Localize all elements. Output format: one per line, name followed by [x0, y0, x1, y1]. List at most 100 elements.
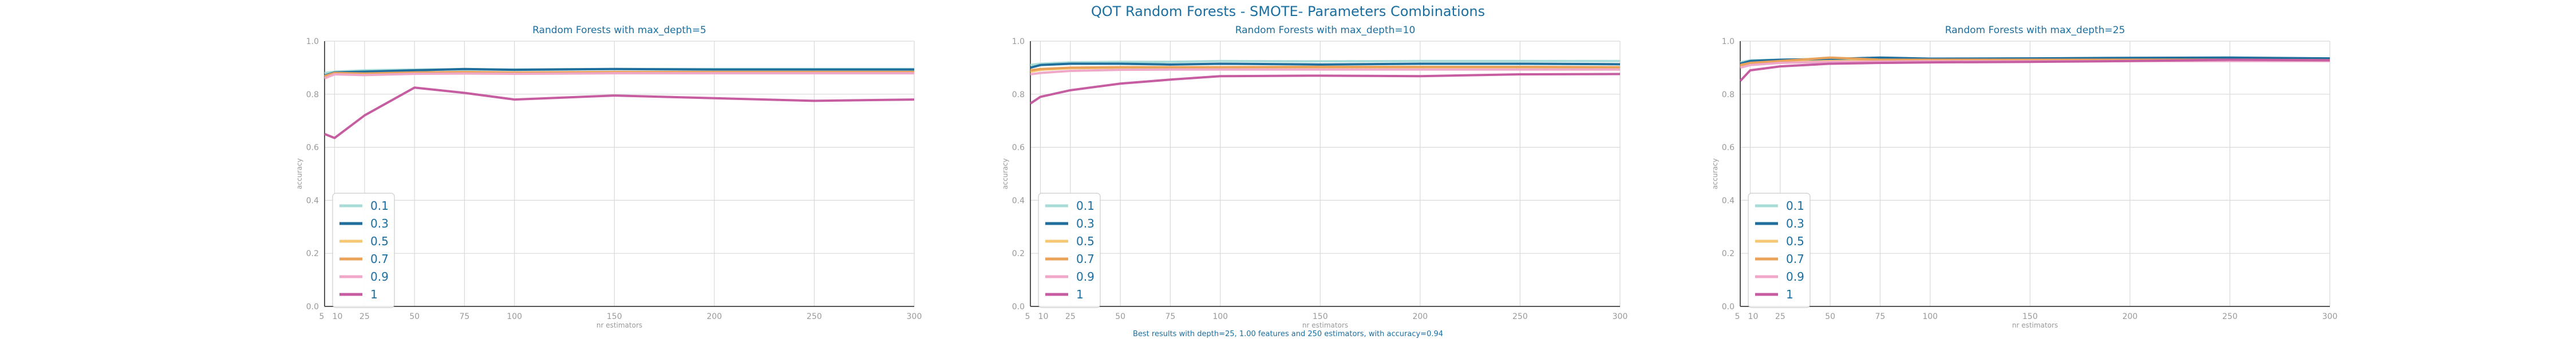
- legend-label: 1: [370, 288, 378, 301]
- legend: 0.1 0.3 0.5 0.7 0.9 1: [1038, 193, 1101, 308]
- series-line-0.9: [1030, 68, 1620, 75]
- legend-label: 1: [1076, 288, 1084, 301]
- legend-label: 0.7: [1076, 252, 1095, 266]
- legend-box: [1748, 193, 1811, 308]
- x-tick-label: 50: [409, 312, 420, 321]
- x-tick-label: 25: [1065, 312, 1076, 321]
- x-tick-label: 5: [319, 312, 325, 321]
- x-axis-label: nr estimators: [2012, 321, 2058, 329]
- legend-label: 0.9: [1786, 270, 1804, 284]
- series-line-0.7: [324, 70, 914, 78]
- grid: [1740, 41, 2330, 307]
- legend-label: 0.7: [370, 252, 389, 266]
- y-tick-label: 1.0: [1012, 37, 1025, 46]
- series-line-0.3: [1030, 62, 1621, 69]
- y-axis-label: accuracy: [1001, 158, 1009, 189]
- x-axis-label: nr estimators: [1302, 321, 1348, 329]
- x-tick-label: 200: [1412, 312, 1428, 321]
- legend-label: 0.1: [1076, 199, 1095, 213]
- y-tick-label: 0.8: [1012, 90, 1025, 99]
- subplot-2: 0.0 0.2 0.4 0.6 0.8 1.0 5 10 25 50 75 100 150 200 250 3…: [1001, 25, 1627, 329]
- series-line-0.1: [1030, 59, 1620, 66]
- series-line-0.3: [1740, 56, 2330, 65]
- grid: [1030, 41, 1621, 307]
- y-tick-label: 0.8: [306, 90, 319, 99]
- legend-box: [332, 193, 395, 308]
- x-tick-label: 150: [2022, 312, 2038, 321]
- series-lines: [1739, 56, 2330, 82]
- x-tick-label: 300: [1613, 312, 1628, 321]
- x-tick-label: 5: [1735, 312, 1740, 321]
- legend: 0.1 0.3 0.5 0.7 0.9 1: [1748, 193, 1811, 308]
- y-tick-label: 0.6: [1012, 143, 1025, 153]
- legend-label: 0.9: [370, 270, 389, 284]
- tick-labels: 0.0 0.2 0.4 0.6 0.8 1.0 5 10 25 50 75 100 150 200 250 3…: [306, 37, 922, 321]
- x-tick-label: 10: [1748, 312, 1759, 321]
- series-line-1: [1029, 73, 1621, 105]
- y-tick-label: 0.0: [1012, 302, 1025, 312]
- series-line-0.9: [324, 72, 914, 79]
- legend-label: 1: [1786, 288, 1793, 301]
- figure-footnote: Best results with depth=25, 1.00 feature…: [1133, 330, 1443, 338]
- y-tick-label: 0.4: [1722, 196, 1735, 205]
- y-tick-label: 0.0: [1722, 302, 1735, 312]
- y-tick-label: 0.6: [1722, 143, 1735, 153]
- x-tick-label: 75: [459, 312, 469, 321]
- x-tick-label: 10: [333, 312, 343, 321]
- x-tick-label: 25: [359, 312, 370, 321]
- figure-title: QOT Random Forests - SMOTE- Parameters C…: [1091, 3, 1485, 19]
- y-tick-label: 0.4: [306, 196, 319, 205]
- x-tick-label: 50: [1825, 312, 1835, 321]
- subplot-title: Random Forests with max_depth=25: [1945, 25, 2125, 36]
- x-tick-label: 50: [1115, 312, 1125, 321]
- x-axis-label: nr estimators: [596, 321, 642, 329]
- series-lines: [324, 67, 915, 139]
- legend-box: [1038, 193, 1101, 308]
- series-line-0.3: [324, 67, 914, 77]
- x-tick-label: 25: [1775, 312, 1785, 321]
- x-tick-label: 75: [1165, 312, 1175, 321]
- x-tick-label: 100: [507, 312, 522, 321]
- x-tick-label: 100: [1212, 312, 1228, 321]
- series-line-1: [1739, 58, 2330, 82]
- subplot-title: Random Forests with max_depth=5: [532, 25, 706, 36]
- legend-label: 0.1: [1786, 199, 1804, 213]
- legend-label: 0.5: [370, 234, 389, 248]
- grid: [324, 41, 915, 307]
- subplot-title: Random Forests with max_depth=10: [1235, 25, 1416, 36]
- series-line-0.7: [1030, 66, 1621, 72]
- x-tick-label: 150: [607, 312, 622, 321]
- x-tick-label: 300: [2322, 312, 2338, 321]
- legend-label: 0.1: [370, 199, 389, 213]
- x-tick-label: 5: [1025, 312, 1030, 321]
- legend-label: 0.3: [1076, 217, 1095, 230]
- x-tick-label: 250: [2222, 312, 2238, 321]
- x-tick-label: 250: [807, 312, 822, 321]
- y-axis-label: accuracy: [295, 158, 303, 189]
- y-tick-label: 0.6: [306, 143, 319, 153]
- x-tick-label: 250: [1512, 312, 1528, 321]
- y-tick-label: 0.0: [306, 302, 319, 312]
- y-tick-label: 1.0: [1722, 37, 1735, 46]
- legend: 0.1 0.3 0.5 0.7 0.9 1: [332, 193, 395, 308]
- tick-labels: 0.0 0.2 0.4 0.6 0.8 1.0 5 10 25 50 75 100 150 200 250 3…: [1012, 37, 1628, 321]
- x-tick-label: 200: [706, 312, 722, 321]
- tick-labels: 0.0 0.2 0.4 0.6 0.8 1.0 5 10 25 50 75 100 150 200 250 3…: [1722, 37, 2338, 321]
- legend-label: 0.3: [370, 217, 389, 230]
- y-tick-label: 0.2: [306, 249, 319, 258]
- x-tick-label: 200: [2122, 312, 2138, 321]
- series-lines: [1029, 59, 1621, 105]
- x-tick-label: 150: [1313, 312, 1328, 321]
- legend-label: 0.5: [1076, 234, 1095, 248]
- subplot-1: 0.0 0.2 0.4 0.6 0.8 1.0 5 10 25 50 75 100 150 200 250 3…: [295, 25, 922, 329]
- y-tick-label: 0.2: [1722, 249, 1735, 258]
- series-line-1: [324, 86, 915, 139]
- y-axis-label: accuracy: [1711, 158, 1719, 189]
- legend-label: 0.7: [1786, 252, 1804, 266]
- x-tick-label: 75: [1875, 312, 1885, 321]
- y-tick-label: 0.8: [1722, 90, 1735, 99]
- x-tick-label: 300: [907, 312, 922, 321]
- y-tick-label: 1.0: [306, 37, 319, 46]
- legend-label: 0.3: [1786, 217, 1804, 230]
